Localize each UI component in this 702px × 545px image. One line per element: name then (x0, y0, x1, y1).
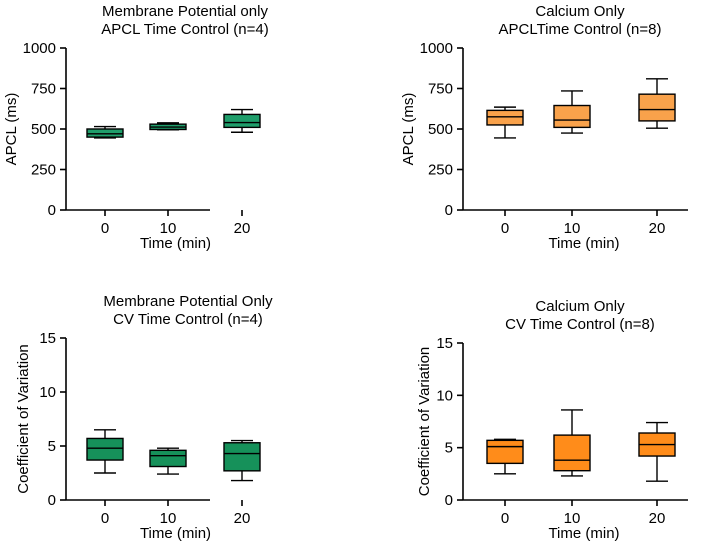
box-iqr (149, 449, 187, 468)
y-tick-label: 0 (445, 492, 453, 509)
x-tick-label: 20 (234, 220, 251, 237)
x-tick-label: 10 (160, 510, 177, 527)
box-iqr (486, 109, 524, 126)
box-iqr (223, 442, 261, 472)
y-tick-label: 5 (445, 440, 453, 457)
x-tick-label: 0 (101, 510, 109, 527)
y-tick-label: 0 (48, 202, 56, 219)
x-tick-label: 0 (501, 220, 509, 237)
box-iqr (638, 93, 676, 122)
box-iqr (86, 128, 124, 138)
x-axis-label: Time (min) (140, 525, 211, 542)
chart-title-line: CV Time Control (n=4) (113, 311, 263, 328)
chart-title-line: APCLTime Control (n=8) (499, 21, 662, 38)
y-tick-label: 750 (428, 81, 453, 98)
box-iqr (486, 439, 524, 465)
chart-title-line: CV Time Control (n=8) (505, 316, 655, 333)
y-tick-label: 250 (428, 162, 453, 179)
x-axis-label: Time (min) (548, 235, 619, 252)
y-tick-label: 0 (48, 492, 56, 509)
y-tick-label: 10 (436, 387, 453, 404)
x-tick-label: 20 (234, 510, 251, 527)
y-tick-label: 1000 (23, 40, 56, 57)
x-tick-label: 0 (101, 220, 109, 237)
box-iqr (86, 437, 124, 461)
y-tick-label: 500 (31, 121, 56, 138)
y-axis-label: APCL (ms) (400, 93, 417, 166)
x-tick-label: 20 (649, 220, 666, 237)
box-iqr (553, 104, 591, 129)
chart-title-line: Membrane Potential Only (103, 293, 273, 310)
y-tick-label: 750 (31, 81, 56, 98)
chart-title-line: Calcium Only (535, 298, 625, 315)
y-tick-label: 15 (39, 330, 56, 347)
x-tick-label: 10 (564, 220, 581, 237)
chart-title-line: APCL Time Control (n=4) (101, 21, 268, 38)
y-tick-label: 250 (31, 162, 56, 179)
box-iqr (223, 113, 261, 129)
y-tick-label: 1000 (420, 40, 453, 57)
box-iqr (553, 434, 591, 472)
x-tick-label: 20 (649, 510, 666, 527)
y-axis-label: Coefficient of Variation (416, 347, 433, 497)
y-axis-label: Coefficient of Variation (15, 344, 32, 494)
x-tick-label: 0 (501, 510, 509, 527)
chart-title-line: Calcium Only (535, 3, 625, 20)
x-axis-label: Time (min) (140, 235, 211, 252)
y-tick-label: 0 (445, 202, 453, 219)
x-tick-label: 10 (160, 220, 177, 237)
y-axis-label: APCL (ms) (3, 93, 20, 166)
x-tick-label: 10 (564, 510, 581, 527)
chart-title-line: Membrane Potential only (102, 3, 268, 20)
y-tick-label: 500 (428, 121, 453, 138)
y-tick-label: 5 (48, 438, 56, 455)
y-tick-label: 10 (39, 384, 56, 401)
x-axis-label: Time (min) (548, 525, 619, 542)
y-tick-label: 15 (436, 335, 453, 352)
